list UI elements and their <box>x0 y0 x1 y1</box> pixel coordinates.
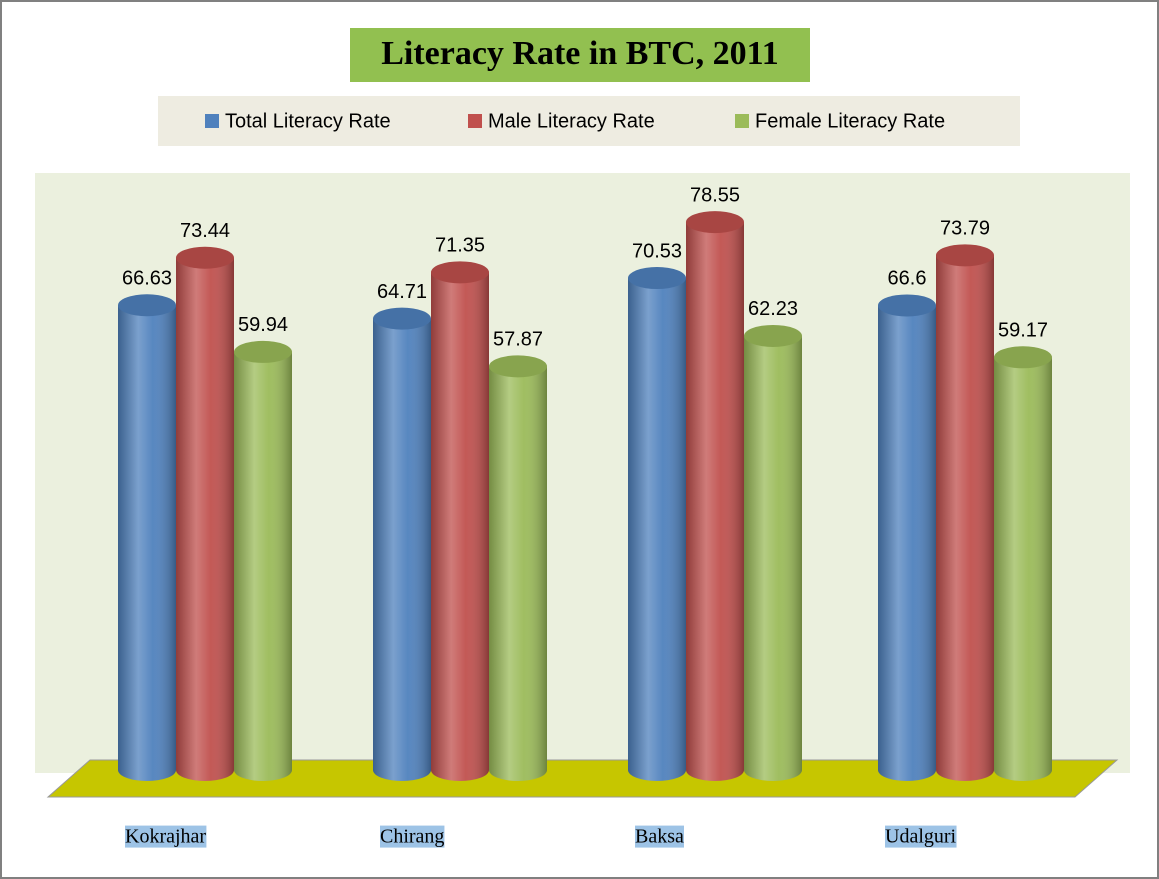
bar-top <box>176 246 234 269</box>
data-label: 57.87 <box>493 329 543 351</box>
x-tick-label: Baksa <box>635 826 684 848</box>
bar-top-shade <box>373 307 431 330</box>
bar-top <box>431 261 489 284</box>
bar-top-shade <box>878 294 936 317</box>
label-highlight <box>635 825 684 848</box>
x-tick-label: Chirang <box>380 826 444 848</box>
bar-shade <box>994 357 1052 770</box>
data-label: 59.94 <box>238 314 288 336</box>
bar-shade <box>234 351 292 770</box>
bar-top-shade <box>489 355 547 378</box>
bar-shade <box>936 255 994 770</box>
legend-swatch <box>468 114 482 128</box>
legend-label: Total Literacy Rate <box>225 110 391 132</box>
data-label: 66.63 <box>122 268 172 290</box>
bar-top-shade <box>994 346 1052 369</box>
bar-shade <box>489 366 547 770</box>
bar-top <box>994 346 1052 369</box>
data-label: 64.71 <box>377 281 427 303</box>
legend-swatch <box>205 114 219 128</box>
bar-top <box>686 211 744 234</box>
bar-top <box>878 294 936 317</box>
bars <box>118 211 1052 781</box>
bar-shade <box>176 257 234 771</box>
chart-title: Literacy Rate in BTC, 2011 <box>381 35 779 72</box>
legend-box <box>158 96 1020 146</box>
data-label: 62.23 <box>748 298 798 320</box>
data-label: 78.55 <box>690 184 740 206</box>
bar-top-shade <box>234 340 292 363</box>
bar-top-shade <box>118 294 176 317</box>
bar-top <box>373 307 431 330</box>
bar-shade <box>744 335 802 770</box>
data-label: 70.53 <box>632 240 682 262</box>
bar-top <box>234 340 292 363</box>
bar-top-shade <box>628 267 686 290</box>
title-box <box>350 28 810 82</box>
bar-top <box>118 294 176 317</box>
bar-shade <box>878 305 936 770</box>
x-tick-label: Kokrajhar <box>125 826 206 848</box>
label-highlight <box>380 825 445 848</box>
bar-top-shade <box>686 211 744 234</box>
legend-label: Female Literacy Rate <box>755 110 945 132</box>
bar-shade <box>686 222 744 770</box>
bar-top-shade <box>936 244 994 267</box>
legend-label: Male Literacy Rate <box>488 110 655 132</box>
label-highlight <box>885 825 957 848</box>
bar-top <box>628 267 686 290</box>
legend-swatch <box>735 114 749 128</box>
bar-shade <box>628 278 686 770</box>
bar-top <box>489 355 547 378</box>
data-label: 71.35 <box>435 235 485 257</box>
bar-top-shade <box>431 261 489 284</box>
bar-shade <box>118 305 176 770</box>
data-label: 73.79 <box>940 218 990 240</box>
data-label: 66.6 <box>888 268 927 290</box>
bar-top <box>744 324 802 347</box>
bar-shade <box>431 272 489 770</box>
bar-shade <box>373 318 431 770</box>
floor <box>46 759 1119 798</box>
data-label: 73.44 <box>180 220 230 242</box>
label-highlight <box>125 825 207 848</box>
data-label: 59.17 <box>998 320 1048 342</box>
bar-top-shade <box>176 246 234 269</box>
bar-top-shade <box>744 324 802 347</box>
bar-top <box>936 244 994 267</box>
x-tick-label: Udalguri <box>885 826 957 848</box>
